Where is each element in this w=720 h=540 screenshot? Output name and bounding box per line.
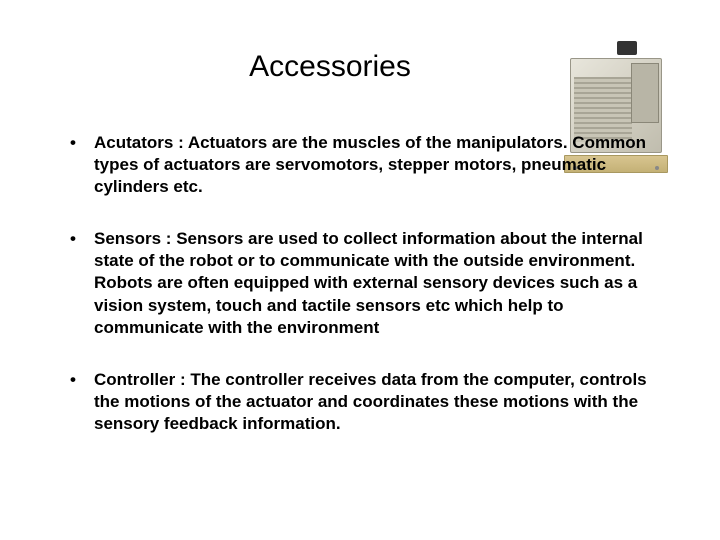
bullet-controller: Controller : The controller receives dat… [70,369,670,435]
bullet-list: Acutators : Actuators are the muscles of… [50,132,670,435]
slide-container: Accessories Acutators : Actuators are th… [0,0,720,540]
device-top-handle [617,41,637,55]
bullet-sensors: Sensors : Sensors are used to collect in… [70,228,670,338]
device-control-panel [631,63,659,123]
bullet-actuators: Acutators : Actuators are the muscles of… [70,132,670,198]
